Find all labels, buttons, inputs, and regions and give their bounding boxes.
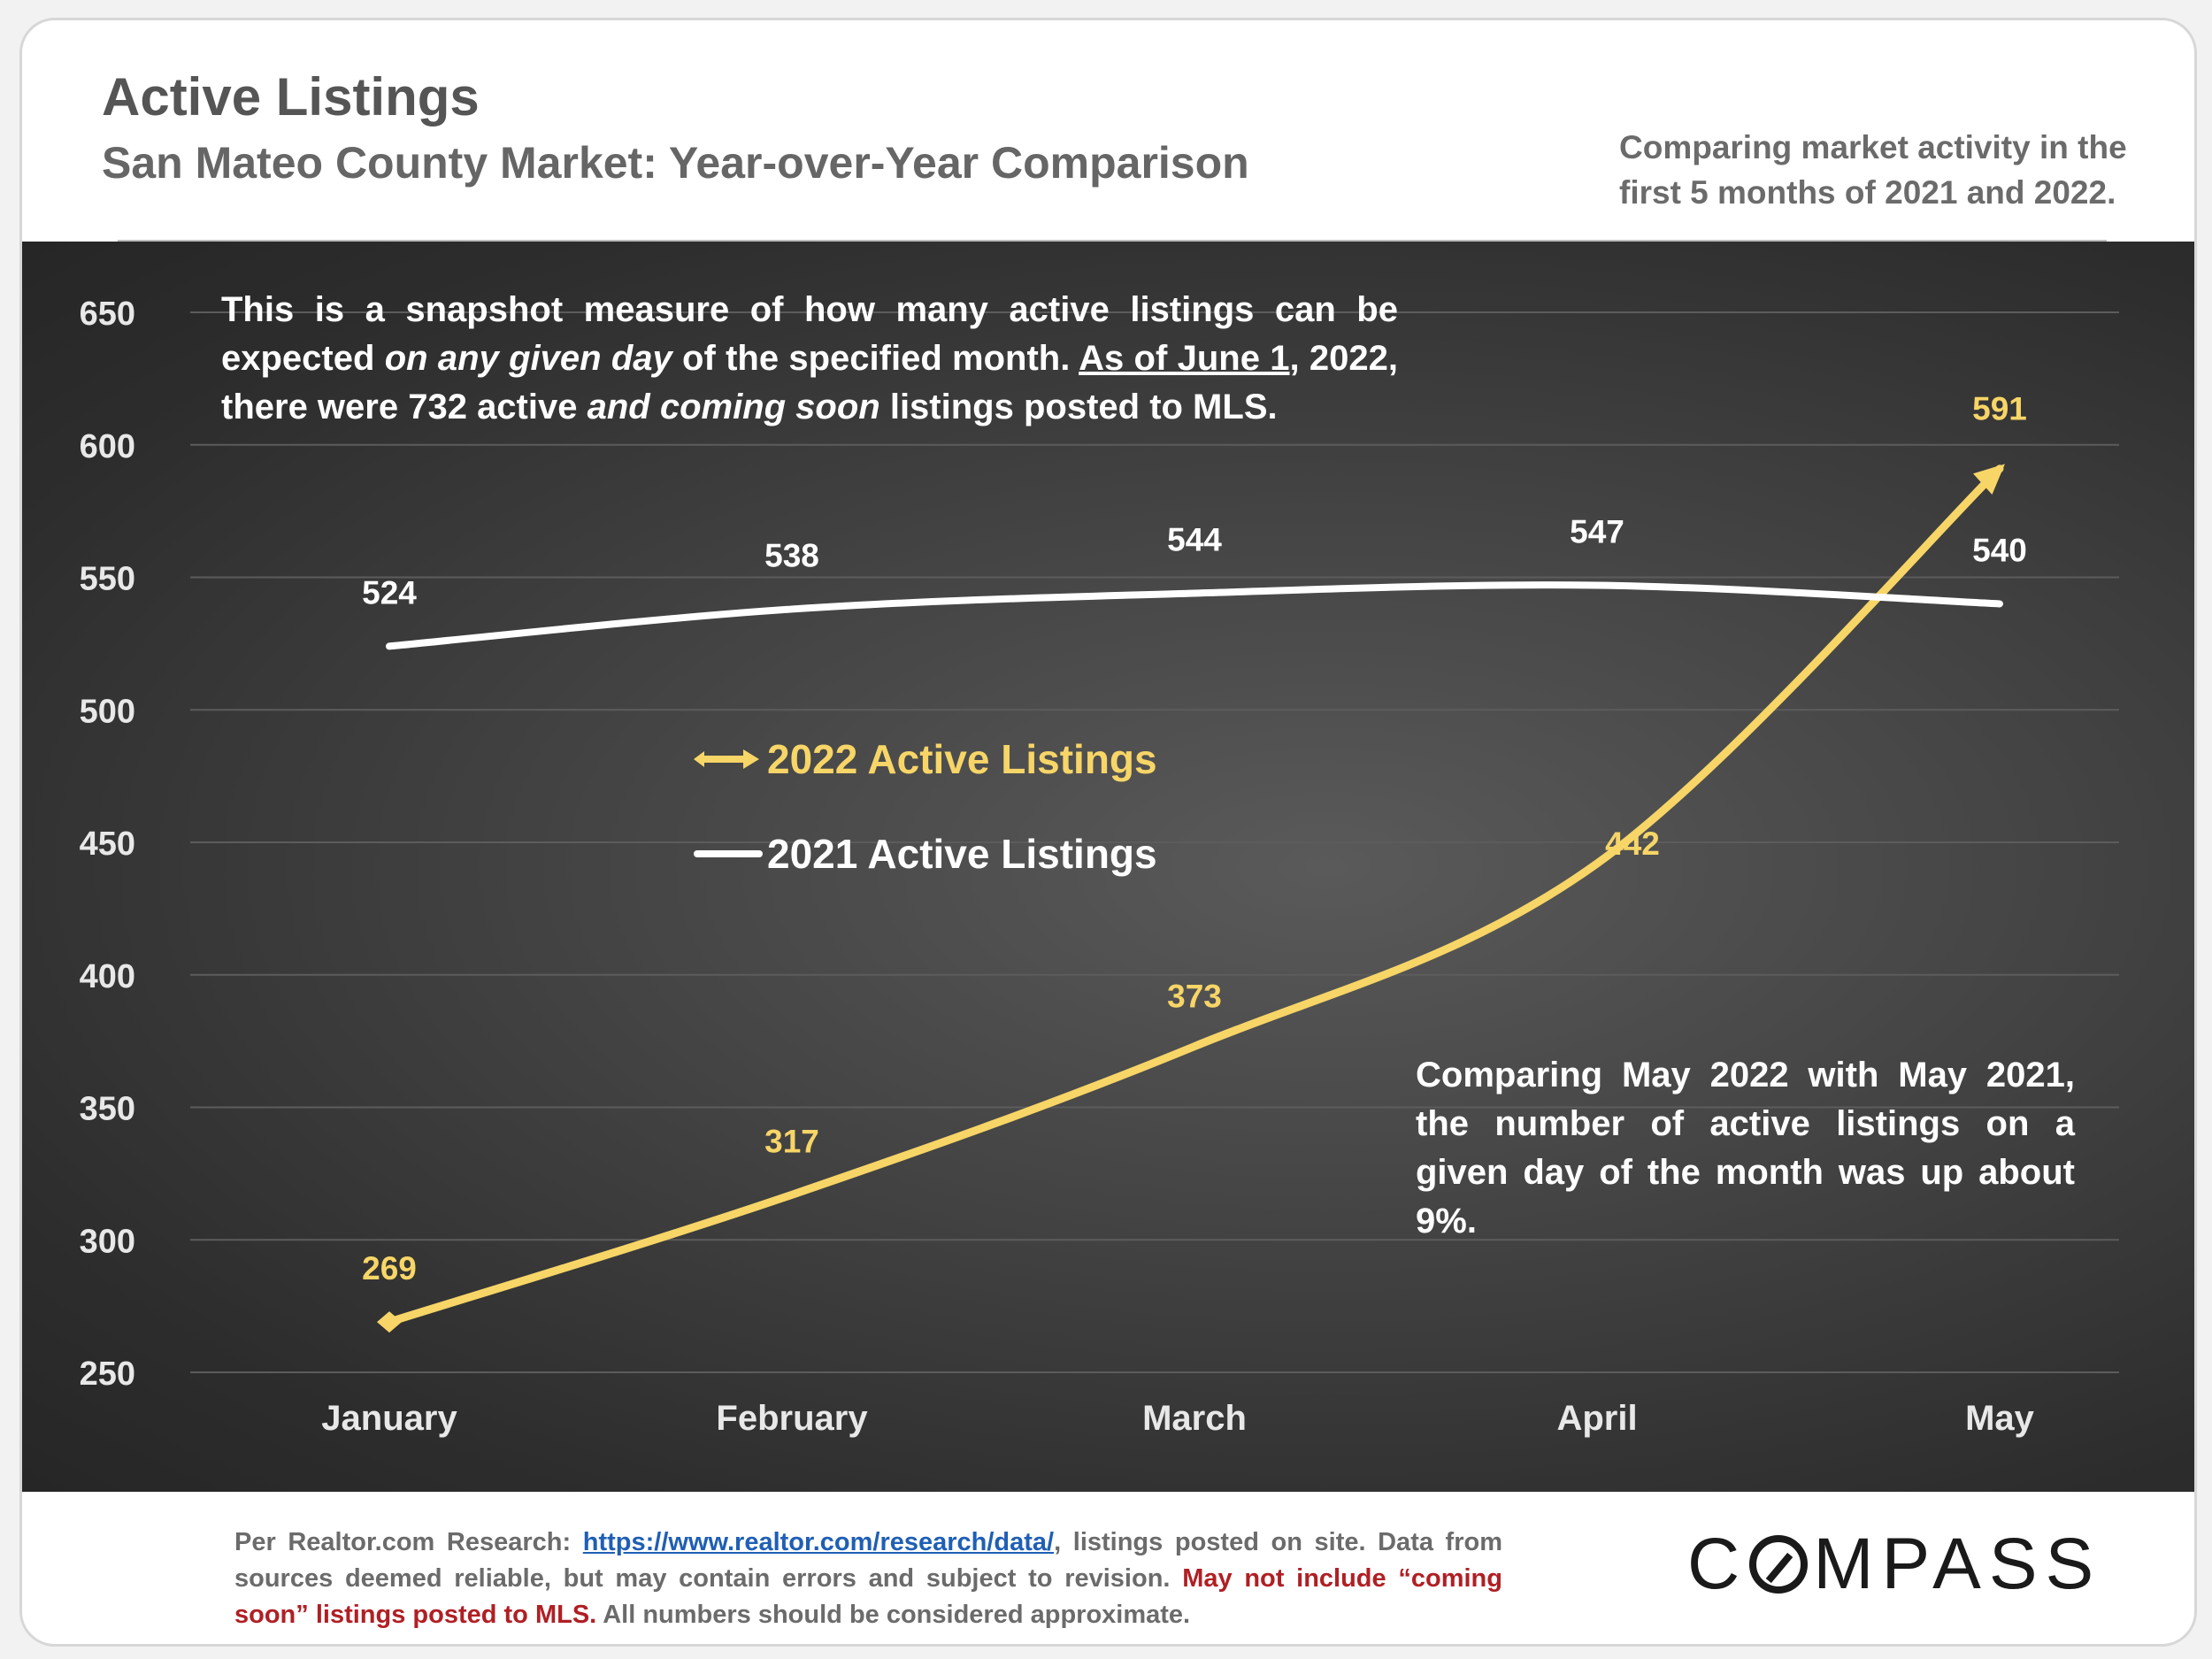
y-tick-label: 500: [80, 693, 135, 730]
y-tick-label: 600: [80, 428, 135, 465]
data-label: 538: [764, 537, 819, 573]
annotation-text: of the specified month.: [672, 339, 1079, 378]
data-label: 540: [1972, 532, 2027, 568]
legend-label-2021: 2021 Active Listings: [767, 831, 1157, 877]
y-tick-label: 450: [80, 826, 135, 863]
page-title: Active Listings: [102, 67, 480, 127]
data-label: 373: [1167, 979, 1222, 1015]
series-marker-2022: [377, 1311, 402, 1333]
series-line-2022: [385, 465, 2004, 1326]
y-tick-label: 300: [80, 1223, 135, 1260]
y-tick-label: 550: [80, 561, 135, 598]
chart-card: Active Listings San Mateo County Market:…: [19, 18, 2197, 1647]
source-suffix: All numbers should be considered approxi…: [596, 1601, 1191, 1629]
annotation-italic: and coming soon: [587, 388, 880, 426]
y-tick-label: 350: [80, 1091, 135, 1128]
header-note: Comparing market activity in the first 5…: [1619, 129, 2127, 211]
data-label: 544: [1167, 521, 1222, 557]
legend-swatch-2022-icon: [694, 749, 759, 769]
chart-panel: 250 300 350 400 450 500 550 600 650 January Februa…: [22, 242, 2194, 1492]
y-tick-label: 650: [80, 296, 135, 333]
compass-logo: C MPASS: [1687, 1524, 2102, 1604]
comparison-annotation: Comparing May 2022 with May 2021, the nu…: [1416, 1056, 2075, 1240]
series-line-2021: [386, 581, 2003, 650]
y-tick-label: 400: [80, 958, 135, 995]
legend-swatch-2021-icon: [694, 850, 763, 857]
series-arrow-2022-icon: [1972, 464, 2005, 495]
line-chart: 250 300 350 400 450 500 550 600 650 January Februa…: [80, 296, 2119, 1438]
y-tick-label: 250: [80, 1356, 135, 1393]
x-tick-label: May: [1965, 1399, 2035, 1438]
data-label: 591: [1972, 391, 2027, 427]
x-tick-label: March: [1142, 1399, 1247, 1438]
snapshot-annotation: This is a snapshot measure of how many a…: [221, 286, 1398, 432]
compass-o-icon: [1749, 1535, 1809, 1594]
data-label: 442: [1605, 826, 1660, 862]
source-warning: May not include “coming soon” listings p…: [234, 1564, 1502, 1629]
source-link[interactable]: https://www.realtor.com/research/data/: [582, 1528, 1055, 1556]
page-subtitle: San Mateo County Market: Year-over-Year …: [102, 138, 1249, 188]
x-tick-label: February: [716, 1399, 868, 1438]
data-label: 524: [362, 574, 417, 611]
x-tick-label: April: [1556, 1399, 1637, 1438]
data-label: 317: [764, 1123, 819, 1159]
data-label: 547: [1570, 513, 1624, 549]
data-label: 269: [362, 1250, 417, 1286]
annotation-text: This is a snapshot measure of how many a…: [221, 290, 1398, 378]
annotation-text: listings posted to MLS.: [879, 388, 1278, 426]
source-prefix: Per Realtor.com Research:: [234, 1528, 583, 1556]
source-text: , listings posted on site. Data from sou…: [234, 1528, 1502, 1593]
annotation-italic: on any given day: [384, 339, 672, 378]
legend-label-2022: 2022 Active Listings: [767, 736, 1157, 782]
annotation-underlined: As of June 1: [1079, 339, 1290, 378]
annotation-text: , 2022, there were 732 active: [221, 339, 1398, 426]
source-note: Per Realtor.com Research: https://www.re…: [234, 1525, 1502, 1633]
x-tick-label: January: [321, 1399, 457, 1438]
